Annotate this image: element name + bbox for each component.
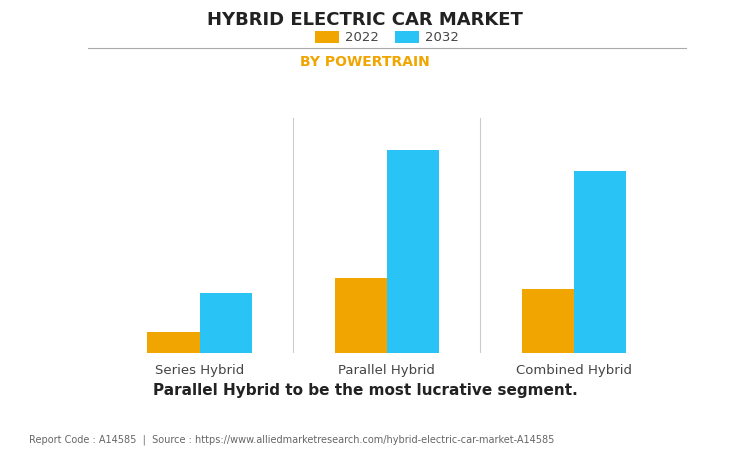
Text: Report Code : A14585  |  Source : https://www.alliedmarketresearch.com/hybrid-el: Report Code : A14585 | Source : https://…: [29, 434, 555, 445]
Bar: [387, 150, 439, 353]
Bar: [574, 171, 626, 353]
Bar: [521, 289, 574, 353]
Legend: 2022, 2032: 2022, 2032: [310, 25, 464, 49]
Bar: [200, 294, 253, 353]
Bar: [334, 279, 387, 353]
Text: BY POWERTRAIN: BY POWERTRAIN: [300, 55, 430, 69]
Bar: [147, 332, 200, 353]
Text: HYBRID ELECTRIC CAR MARKET: HYBRID ELECTRIC CAR MARKET: [207, 11, 523, 29]
Text: Parallel Hybrid to be the most lucrative segment.: Parallel Hybrid to be the most lucrative…: [153, 383, 577, 398]
